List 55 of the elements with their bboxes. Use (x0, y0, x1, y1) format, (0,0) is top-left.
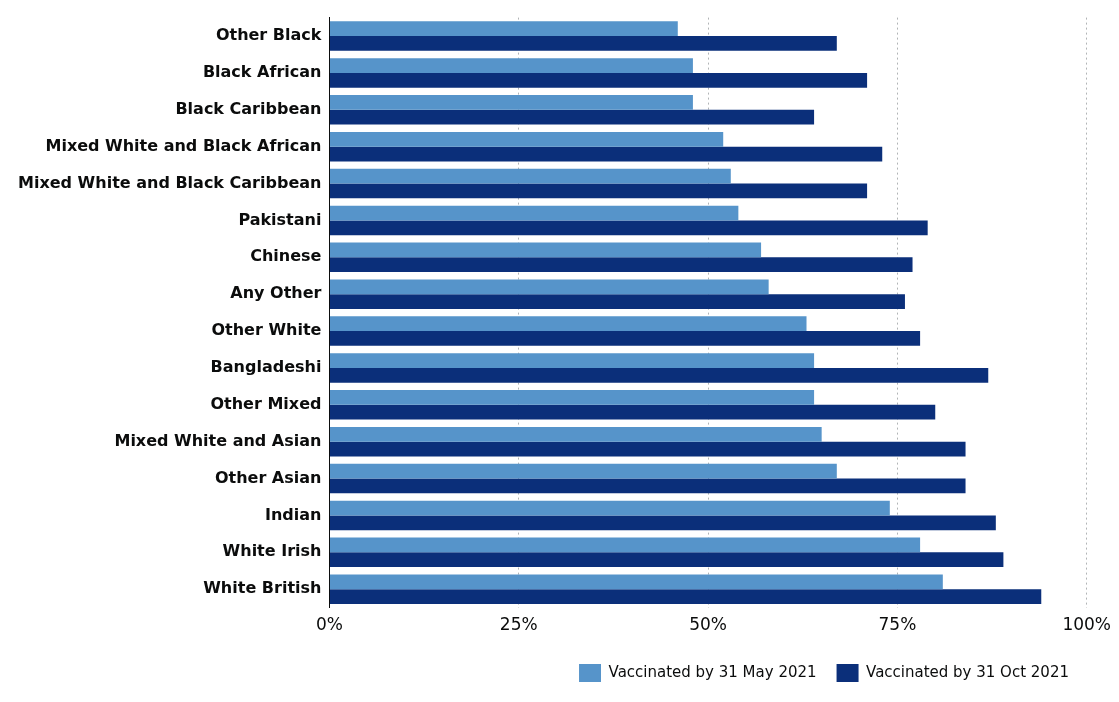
bar (329, 331, 921, 346)
y-tick-label: Mixed White and Asian (114, 430, 322, 450)
bar (329, 21, 678, 37)
bar (329, 404, 936, 420)
y-tick-label: Black African (202, 62, 322, 82)
y-tick-label: Other Mixed (210, 393, 322, 413)
y-tick-label: Bangladeshi (210, 357, 322, 377)
x-tick-label: 50% (689, 614, 727, 635)
bar (329, 390, 815, 405)
bar (329, 478, 966, 494)
y-tick-label: White British (203, 578, 322, 598)
legend-label: Vaccinated by 31 Oct 2021 (866, 662, 1070, 681)
bar (329, 183, 868, 199)
bar (329, 463, 837, 479)
bar (329, 279, 769, 295)
bar (329, 552, 1004, 568)
x-tick-label: 100% (1062, 614, 1111, 635)
legend-label: Vaccinated by 31 May 2021 (608, 662, 817, 681)
bar (329, 367, 989, 383)
bar (329, 109, 815, 125)
y-tick-label: Mixed White and Black Caribbean (18, 172, 322, 192)
bar (329, 537, 921, 553)
y-tick-label: Pakistani (238, 209, 322, 229)
bar (329, 168, 731, 184)
bar (329, 426, 822, 442)
bar (329, 205, 739, 221)
bar (329, 441, 966, 457)
x-tick-label: 75% (878, 614, 917, 635)
y-tick-label: Other Asian (214, 467, 322, 487)
bar (329, 131, 724, 147)
bar (329, 242, 762, 258)
y-tick-label: Other Black (215, 25, 322, 45)
bar (329, 515, 996, 531)
bar (329, 500, 890, 516)
bar (329, 36, 837, 51)
bar (329, 146, 883, 162)
bar (329, 72, 868, 88)
bar (329, 58, 693, 73)
y-tick-label: Indian (264, 504, 322, 524)
bar (329, 316, 807, 332)
bar (329, 353, 815, 368)
bar (329, 589, 1042, 604)
y-tick-label: Any Other (230, 283, 322, 303)
x-tick-label: 25% (499, 614, 538, 635)
y-tick-label: Chinese (250, 246, 322, 266)
y-tick-label: Black Caribbean (175, 98, 322, 118)
x-tick-label: 0% (315, 614, 343, 635)
bar (329, 294, 905, 309)
y-tick-label: Mixed White and Black African (45, 135, 322, 155)
bar (329, 95, 693, 110)
bar (329, 574, 943, 590)
bar (329, 220, 928, 236)
bar (329, 257, 913, 273)
y-tick-label: Other White (211, 320, 322, 340)
y-tick-label: White Irish (222, 541, 322, 561)
